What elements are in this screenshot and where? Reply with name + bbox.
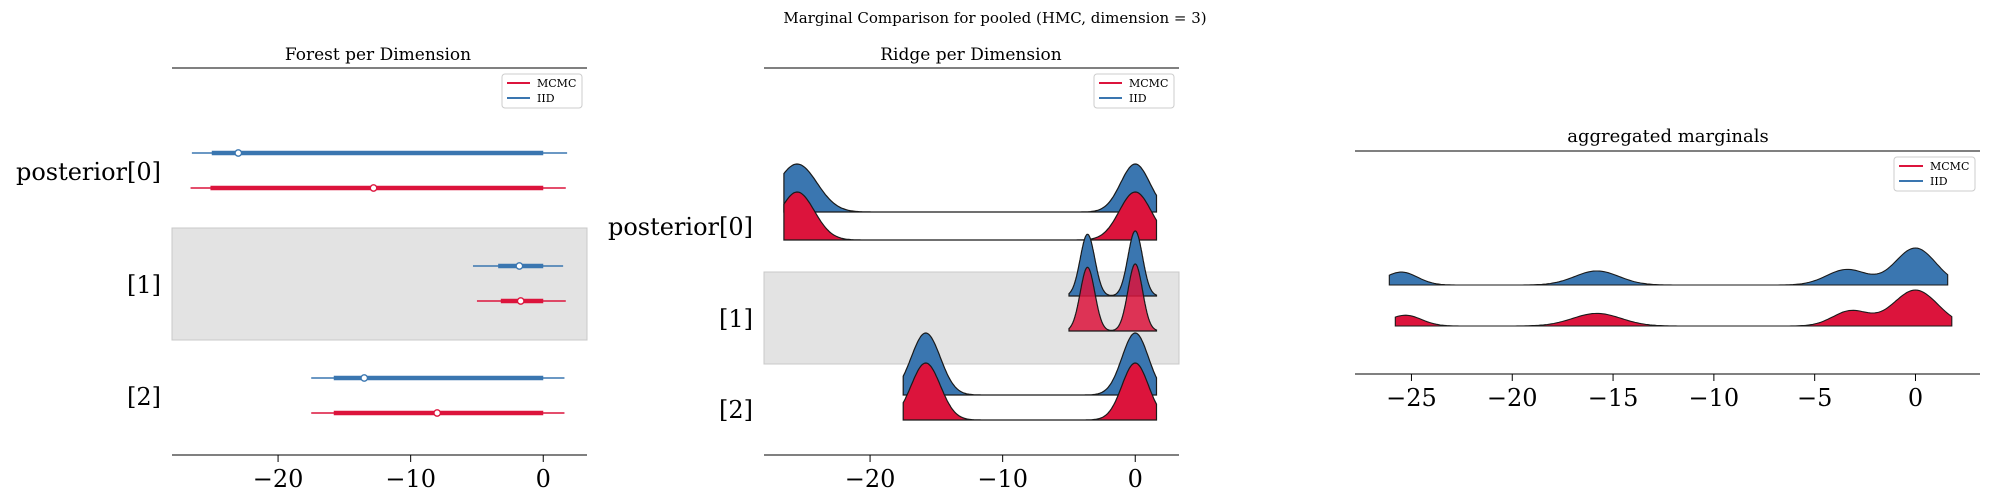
forest-title: Forest per Dimension bbox=[285, 45, 471, 65]
ridge-ylabel-2: [2] bbox=[719, 396, 753, 424]
aggregated-xtick-label-2: −15 bbox=[1588, 384, 1639, 412]
ridge-legend: MCMC IID bbox=[1093, 73, 1175, 109]
ridge-ylabel-1: [1] bbox=[719, 305, 753, 333]
forest-ylabel-1: [1] bbox=[127, 271, 161, 299]
forest-panel: Forest per Dimension posterior[0] [1] [2… bbox=[16, 45, 588, 493]
ridge-xtick-label-0: −20 bbox=[845, 465, 896, 493]
ridge-legend-iid-label: IID bbox=[1129, 92, 1147, 105]
forest-legend: MCMC IID bbox=[501, 73, 583, 109]
aggregated-mcmc-ridge bbox=[1394, 289, 1953, 327]
aggregated-legend-mcmc-label: MCMC bbox=[1930, 160, 1969, 173]
aggregated-xtick-label-5: 0 bbox=[1908, 384, 1923, 412]
forest-xtick-label-2: 0 bbox=[536, 465, 551, 493]
aggregated-legend-iid-label: IID bbox=[1930, 175, 1948, 188]
ridge-ylabel-0: posterior[0] bbox=[608, 213, 753, 241]
ridge-xtick-label-1: −10 bbox=[977, 465, 1028, 493]
forest-xtick-label-0: −20 bbox=[253, 465, 304, 493]
forest-iid-2-mean bbox=[360, 374, 369, 382]
ridge-title: Ridge per Dimension bbox=[880, 45, 1062, 65]
forest-legend-mcmc-label: MCMC bbox=[537, 77, 576, 90]
forest-ylabel-0: posterior[0] bbox=[16, 158, 161, 186]
forest-mcmc-0-mean bbox=[369, 184, 378, 192]
aggregated-panel: aggregated marginals −25 −20 −15 −10 −5 0 MCM… bbox=[1355, 126, 1980, 412]
ridge-panel: Ridge per Dimension posterior[0] [1] [2]… bbox=[608, 45, 1180, 493]
aggregated-iid-ridge bbox=[1388, 247, 1949, 286]
aggregated-xtick-label-4: −5 bbox=[1797, 384, 1832, 412]
forest-ylabel-2: [2] bbox=[127, 383, 161, 411]
ridge-iid-0 bbox=[783, 163, 1158, 213]
ridge-mcmc-0 bbox=[783, 191, 1158, 241]
aggregated-xtick-label-3: −10 bbox=[1689, 384, 1740, 412]
forest-iid-1-mean bbox=[515, 262, 524, 270]
aggregated-xtick-label-1: −20 bbox=[1487, 384, 1538, 412]
aggregated-title: aggregated marginals bbox=[1567, 126, 1768, 147]
figure-suptitle: Marginal Comparison for pooled (HMC, dim… bbox=[783, 9, 1206, 27]
forest-iid-0-mean bbox=[234, 149, 243, 157]
ridge-xtick-label-2: 0 bbox=[1128, 465, 1143, 493]
forest-mcmc-2-mean bbox=[433, 409, 442, 417]
ridge-legend-mcmc-label: MCMC bbox=[1129, 77, 1168, 90]
ridge-mcmc-2 bbox=[902, 362, 1158, 421]
ridge-band-1 bbox=[763, 271, 1180, 365]
forest-xtick-label-1: −10 bbox=[385, 465, 436, 493]
forest-legend-iid-label: IID bbox=[537, 92, 555, 105]
aggregated-xtick-label-0: −25 bbox=[1386, 384, 1437, 412]
forest-mcmc-1-mean bbox=[516, 297, 525, 305]
ridge-mcmc-1 bbox=[1068, 263, 1158, 332]
forest-band-1 bbox=[171, 227, 588, 341]
aggregated-legend: MCMC IID bbox=[1893, 156, 1976, 192]
